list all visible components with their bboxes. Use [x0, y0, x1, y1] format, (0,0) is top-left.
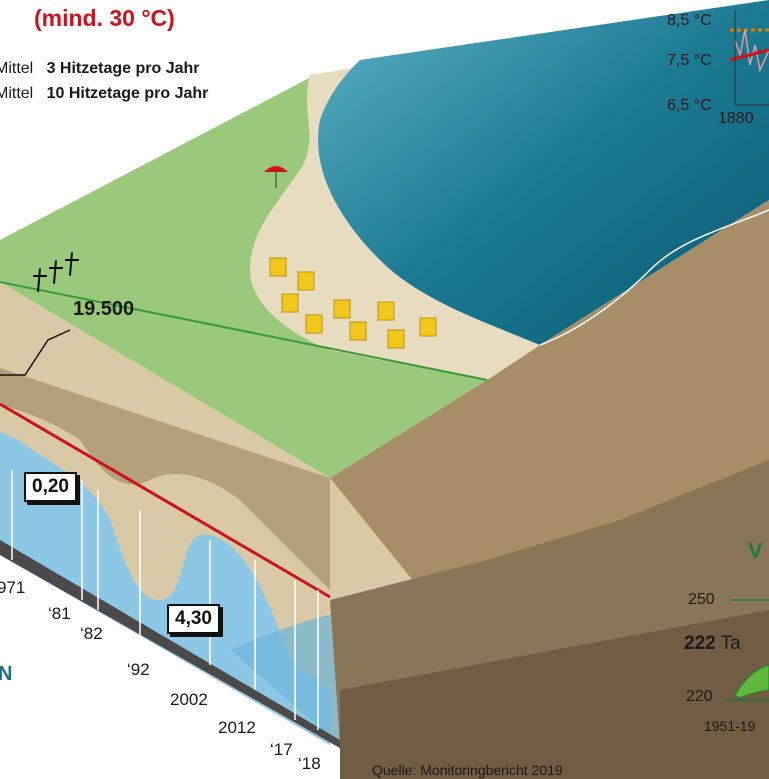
umbrella-icon: [264, 166, 288, 188]
year-label-82: ‘82: [80, 624, 103, 643]
red-level-line: [0, 402, 331, 599]
year-markers: [11, 470, 319, 730]
year-label-17: ‘17: [270, 740, 293, 759]
vegetation-period: 1951-19: [704, 718, 756, 734]
heat-row-2-prefix: Mittel: [0, 85, 34, 102]
crosses-icon: [33, 251, 79, 293]
vegetation-days-value: 222: [684, 633, 716, 654]
year-label-1971: 971: [0, 578, 26, 597]
vegetation-days-label: Ta: [720, 633, 741, 654]
bedrock-strip: [0, 540, 340, 748]
vegetation-days: 222 Ta: [684, 633, 741, 655]
year-label-81: ‘81: [48, 604, 71, 623]
heat-row-2-value: 10 Hitzetage pro Jahr: [46, 85, 209, 102]
temp-tick-high: 8,5 °C: [667, 12, 712, 29]
heat-row-1-prefix: Mittel: [0, 60, 34, 77]
year-label-2002: 2002: [170, 690, 208, 709]
heat-row-1-value: 3 Hitzetage pro Jahr: [46, 60, 200, 77]
source-label: Quelle: Monitoringbericht 2019: [372, 762, 563, 778]
threshold-label: (mind. 30 °C): [34, 5, 175, 31]
year-label-2012: 2012: [218, 718, 256, 737]
vegetation-heading: V: [748, 538, 763, 563]
high-value-box: 4,30: [167, 604, 220, 634]
low-value-box: 0,20: [24, 472, 77, 502]
heat-row-2: Mittel 10 Hitzetage pro Jahr: [0, 85, 208, 103]
count-label: 19.500: [73, 298, 135, 320]
temperature-chart: [729, 10, 769, 106]
vegetation-tick-250: 250: [688, 591, 715, 608]
vegetation-chart: [725, 599, 769, 701]
year-label-92: ‘92: [127, 660, 150, 679]
temp-x-start: 1880: [718, 110, 754, 127]
temp-tick-mid: 7,5 °C: [667, 52, 712, 69]
pointer-line: [0, 329, 71, 376]
grass-edge: [0, 281, 488, 381]
shoreline-wave: [539, 209, 769, 346]
vegetation-tick-220: 220: [686, 688, 713, 705]
soil-face-right-bottom: [340, 610, 769, 779]
temp-tick-low: 6,5 °C: [667, 97, 712, 114]
soil-layer: [0, 368, 330, 590]
heat-row-1: Mittel 3 Hitzetage pro Jahr: [0, 60, 200, 78]
left-fragment-label: N: [0, 663, 13, 685]
year-label-18: ‘18: [298, 754, 321, 773]
sea-surface: [318, 0, 769, 345]
beach-chairs: [269, 257, 437, 349]
